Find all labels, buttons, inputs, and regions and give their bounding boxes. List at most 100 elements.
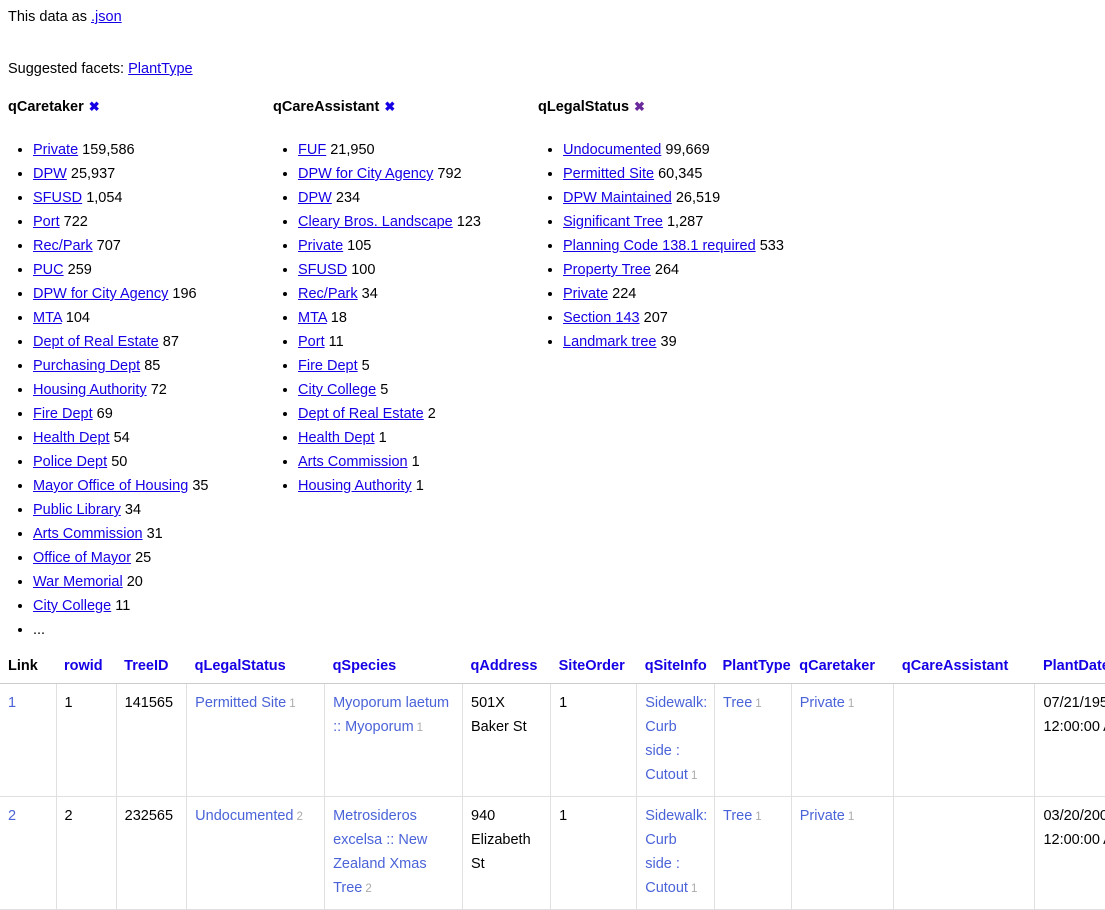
facet-count: 159,586: [82, 142, 135, 158]
column-header-siteorder[interactable]: SiteOrder: [550, 655, 637, 684]
facet-value-link[interactable]: Port: [298, 334, 325, 350]
results-table-container[interactable]: Link rowid TreeID qLegalStatus qSpecies …: [0, 655, 1105, 910]
facet-value-link[interactable]: City College: [298, 382, 377, 398]
row-detail-link[interactable]: 1: [8, 695, 17, 711]
facet-count: 34: [361, 286, 378, 302]
column-sort-link[interactable]: SiteOrder: [558, 658, 625, 674]
cross-icon[interactable]: ✖: [384, 99, 396, 114]
facet-value-link[interactable]: Tree: [723, 695, 753, 711]
facet-value-link[interactable]: War Memorial: [33, 574, 123, 590]
facet-value-link[interactable]: Office of Mayor: [33, 550, 132, 566]
facet-value-link[interactable]: Public Library: [33, 502, 121, 518]
suggested-facet-planttype[interactable]: PlantType: [128, 61, 193, 77]
column-sort-link[interactable]: TreeID: [124, 658, 169, 674]
facet-value-link[interactable]: Private: [33, 142, 79, 158]
cell-link[interactable]: 2: [0, 796, 57, 910]
facet-value-link[interactable]: Planning Code 138.1 required: [563, 238, 756, 254]
facet-value-link[interactable]: Metrosideros excelsa :: New Zealand Xmas…: [333, 808, 428, 896]
facet-value-link[interactable]: MTA: [298, 310, 327, 326]
facet-value-link[interactable]: SFUSD: [33, 190, 83, 206]
facet-value-link[interactable]: Section 143: [563, 310, 640, 326]
facet-value-link[interactable]: Rec/Park: [298, 286, 358, 302]
facet-value-link[interactable]: FUF: [298, 142, 327, 158]
facet-value-link[interactable]: Myoporum laetum :: Myoporum: [333, 695, 450, 735]
column-sort-link[interactable]: qSiteInfo: [644, 658, 707, 674]
column-sort-link[interactable]: rowid: [64, 658, 103, 674]
column-sort-link[interactable]: PlantDate: [1042, 658, 1105, 674]
facet-value-link[interactable]: Dept of Real Estate: [298, 406, 424, 422]
facet-value-link[interactable]: DPW Maintained: [563, 190, 672, 206]
facet-value-link[interactable]: City College: [33, 598, 112, 614]
facet-value-link[interactable]: Mayor Office of Housing: [33, 478, 189, 494]
facet-value-link[interactable]: Permitted Site: [195, 695, 287, 711]
column-header-treeid[interactable]: TreeID: [116, 655, 187, 684]
facet-value-link[interactable]: Undocumented: [563, 142, 662, 158]
facet-value-link[interactable]: Health Dept: [298, 430, 375, 446]
column-header-qsiteinfo[interactable]: qSiteInfo: [636, 655, 715, 684]
facet-value-link[interactable]: DPW: [298, 190, 332, 206]
column-sort-link[interactable]: qCareAssistant: [901, 658, 1009, 674]
facet-item: Arts Commission 31: [33, 522, 273, 546]
facet-value-link[interactable]: Police Dept: [33, 454, 108, 470]
facet-value-link[interactable]: Undocumented: [195, 808, 294, 824]
row-detail-link[interactable]: 2: [8, 808, 17, 824]
facet-value-link[interactable]: Arts Commission: [33, 526, 143, 542]
facet-count: 87: [162, 334, 179, 350]
facet-value-link[interactable]: Dept of Real Estate: [33, 334, 159, 350]
column-header-qcareassistant[interactable]: qCareAssistant: [893, 655, 1035, 684]
facet-value-link[interactable]: SFUSD: [298, 262, 348, 278]
facet-value-link[interactable]: Private: [799, 808, 845, 824]
facet-value-link[interactable]: Tree: [723, 808, 753, 824]
column-header-rowid[interactable]: rowid: [56, 655, 117, 684]
cross-icon[interactable]: ✖: [634, 99, 645, 114]
facet-value-link[interactable]: MTA: [33, 310, 62, 326]
facet-value-link[interactable]: Fire Dept: [298, 358, 358, 374]
column-sort-link[interactable]: qCaretaker: [799, 658, 875, 674]
facet-value-link[interactable]: Health Dept: [33, 430, 110, 446]
column-header-plantdate[interactable]: PlantDate: [1034, 655, 1105, 684]
facet-value-link[interactable]: Landmark tree: [563, 334, 657, 350]
export-json-link[interactable]: .json: [91, 9, 122, 25]
cell-siteorder: 1: [550, 683, 638, 797]
column-sort-link[interactable]: qLegalStatus: [194, 658, 286, 674]
facet-value-link[interactable]: Cleary Bros. Landscape: [298, 214, 453, 230]
cell-link[interactable]: 1: [0, 683, 57, 797]
facet-value-link[interactable]: DPW for City Agency: [33, 286, 169, 302]
facet-value-link[interactable]: Housing Authority: [298, 478, 412, 494]
column-header-qlegalstatus[interactable]: qLegalStatus: [186, 655, 325, 684]
facet-value-link[interactable]: Housing Authority: [33, 382, 147, 398]
facet-item: Arts Commission 1: [298, 450, 538, 474]
facet-value-link[interactable]: Purchasing Dept: [33, 358, 141, 374]
facet-value-link[interactable]: Port: [33, 214, 60, 230]
facet-value-link[interactable]: Rec/Park: [33, 238, 93, 254]
facet-count: 1: [289, 698, 296, 710]
column-header-planttype[interactable]: PlantType: [714, 655, 792, 684]
facet-item: Private 159,586: [33, 138, 273, 162]
facet-value-link[interactable]: DPW for City Agency: [298, 166, 434, 182]
cross-icon[interactable]: ✖: [88, 99, 100, 114]
table-row: 1 1 141565 Permitted Site 1 Myoporum laet…: [0, 683, 1105, 797]
column-header-qspecies[interactable]: qSpecies: [324, 655, 463, 684]
facet-value-link[interactable]: Permitted Site: [563, 166, 655, 182]
facet-value-link[interactable]: Private: [563, 286, 609, 302]
cell-plantdate: 03/20/2005 12:00:00 AM: [1034, 796, 1105, 910]
facet-value-link[interactable]: Private: [298, 238, 344, 254]
column-header-qcaretaker[interactable]: qCaretaker: [791, 655, 894, 684]
facet-qlegalstatus-list: Undocumented 99,669 Permitted Site 60,34…: [538, 138, 803, 354]
facet-value-link[interactable]: DPW: [33, 166, 67, 182]
column-header-qaddress[interactable]: qAddress: [462, 655, 551, 684]
cell-qcareassistant: [893, 796, 1036, 910]
facet-value-link[interactable]: Sidewalk: Curb side : Cutout: [645, 695, 708, 783]
column-sort-link[interactable]: qSpecies: [332, 658, 397, 674]
facet-value-link[interactable]: Significant Tree: [563, 214, 663, 230]
facet-value-link[interactable]: Property Tree: [563, 262, 651, 278]
column-sort-link[interactable]: PlantType: [722, 658, 791, 674]
facet-value-link[interactable]: Sidewalk: Curb side : Cutout: [645, 808, 708, 896]
facet-item: Port 11: [298, 330, 538, 354]
facet-value-link[interactable]: Fire Dept: [33, 406, 93, 422]
facet-qlegalstatus-header: qLegalStatus ✖: [538, 97, 803, 117]
facet-value-link[interactable]: Arts Commission: [298, 454, 408, 470]
column-sort-link[interactable]: qAddress: [470, 658, 538, 674]
facet-value-link[interactable]: Private: [799, 695, 845, 711]
facet-value-link[interactable]: PUC: [33, 262, 64, 278]
